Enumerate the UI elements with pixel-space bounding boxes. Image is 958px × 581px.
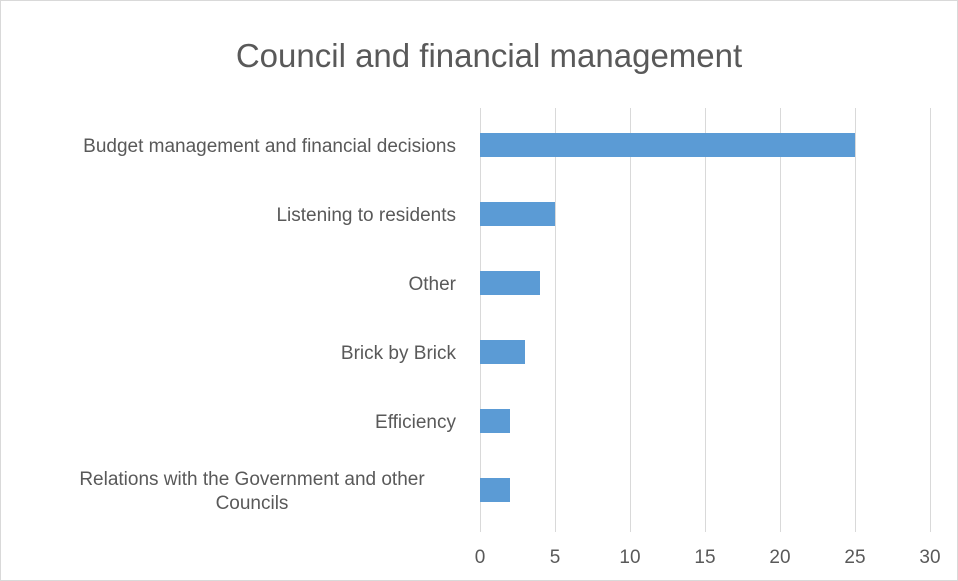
category-label: Efficiency bbox=[375, 412, 456, 433]
category-label: Budget management and financial decision… bbox=[83, 136, 456, 157]
bar bbox=[480, 202, 555, 226]
bar bbox=[480, 271, 540, 295]
category-labels: Budget management and financial decision… bbox=[79, 136, 456, 514]
gridlines bbox=[480, 108, 931, 532]
x-tick-label: 25 bbox=[844, 547, 865, 568]
category-label: Listening to residents bbox=[276, 205, 456, 226]
x-tick-label: 10 bbox=[619, 547, 640, 568]
category-label: Other bbox=[408, 274, 456, 295]
x-tick-label: 15 bbox=[694, 547, 715, 568]
bar bbox=[480, 478, 510, 502]
x-tick-labels: 0 5 10 15 20 25 30 bbox=[475, 547, 941, 568]
bar bbox=[480, 133, 855, 157]
bar bbox=[480, 340, 525, 364]
category-label: Councils bbox=[216, 493, 289, 514]
x-tick-label: 0 bbox=[475, 547, 486, 568]
category-label: Relations with the Government and other bbox=[79, 469, 425, 490]
x-tick-label: 5 bbox=[550, 547, 561, 568]
chart-title: Council and financial management bbox=[236, 37, 742, 74]
x-tick-label: 30 bbox=[919, 547, 940, 568]
x-tick-label: 20 bbox=[769, 547, 790, 568]
bars bbox=[480, 133, 855, 502]
bar bbox=[480, 409, 510, 433]
category-label: Brick by Brick bbox=[341, 343, 457, 364]
